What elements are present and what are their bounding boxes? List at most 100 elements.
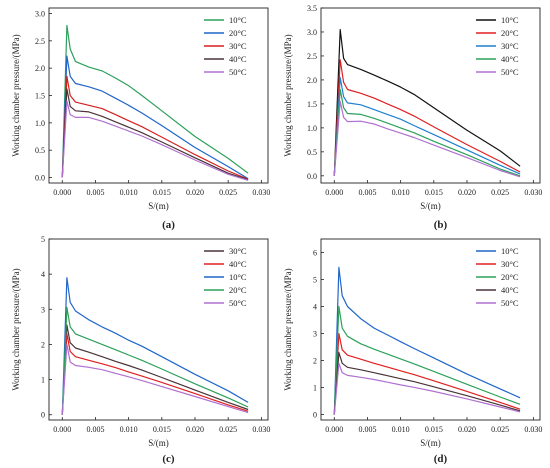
x-tick-label: 0.005 — [86, 188, 104, 197]
series-line-2 — [61, 55, 249, 180]
plot-frame — [48, 238, 269, 421]
series-line-2 — [333, 333, 521, 415]
y-tick-label: 3.5 — [307, 4, 317, 13]
x-tick-label: 0.015 — [153, 425, 171, 434]
y-tick-label: 2 — [41, 340, 45, 349]
x-tick-label: 0.030 — [524, 425, 542, 434]
x-tick-label: 0.015 — [425, 188, 443, 197]
series-line-5 — [333, 100, 521, 178]
series-line-3 — [61, 75, 249, 180]
legend-label: 30°C — [229, 246, 247, 256]
y-tick-label: 3.0 — [35, 9, 45, 18]
chart-panel-4: 0.000 0.005 0.010 0.015 0.020 0.025 0.030 0 1 2 3 4… — [283, 238, 542, 465]
series-line-4 — [333, 88, 521, 177]
series-line-3 — [333, 76, 521, 176]
x-tick-label: 0.000 — [53, 188, 71, 197]
y-tick-label: 1 — [41, 376, 45, 385]
series-line-2 — [333, 59, 521, 176]
y-tick-label: 0 — [41, 411, 45, 420]
x-tick-label: 0.020 — [458, 188, 476, 197]
series-line-2 — [61, 333, 249, 415]
x-tick-label: 0.000 — [325, 425, 343, 434]
y-tick-label: 4 — [41, 270, 45, 279]
y-tick-label: 1.0 — [307, 124, 317, 133]
x-tick-label: 0.025 — [491, 425, 509, 434]
x-tick-label: 0.025 — [219, 425, 237, 434]
y-tick-label: 1.5 — [307, 100, 317, 109]
legend-label: 30°C — [501, 41, 519, 51]
legend-label: 30°C — [229, 41, 247, 51]
y-tick-label: 0.5 — [35, 146, 45, 155]
legend-label: 40°C — [501, 54, 519, 64]
chart-panel-3: 0.000 0.005 0.010 0.015 0.020 0.025 0.030 0 1 2 3 4… — [11, 235, 270, 465]
y-tick-label: 5 — [313, 276, 317, 285]
y-tick-label: 0 — [313, 411, 317, 420]
x-axis-label: S/(m) — [148, 438, 169, 448]
x-axis-label: S/(m) — [148, 201, 169, 211]
legend-label: 10°C — [501, 246, 519, 256]
y-tick-label: 2.0 — [307, 76, 317, 85]
x-axis-label: S/(m) — [420, 201, 441, 211]
series-line-3 — [61, 277, 249, 415]
legend-label: 20°C — [501, 28, 519, 38]
series-line-1 — [333, 266, 521, 415]
y-tick-label: 2.5 — [307, 52, 317, 61]
plot-frame — [320, 238, 541, 421]
legend-label: 50°C — [501, 67, 519, 77]
x-tick-label: 0.020 — [186, 188, 204, 197]
x-tick-label: 0.000 — [325, 188, 343, 197]
plot-frame — [320, 7, 541, 184]
series-line-1 — [333, 29, 521, 176]
x-tick-label: 0.005 — [358, 188, 376, 197]
y-tick-label: 3 — [313, 330, 317, 339]
y-tick-label: 0.5 — [307, 148, 317, 157]
legend-label: 40°C — [229, 54, 247, 64]
y-axis-label: Working chamber pressure/(MPa) — [283, 268, 293, 390]
series-line-3 — [333, 305, 521, 415]
y-tick-label: 0.0 — [35, 174, 45, 183]
x-tick-label: 0.030 — [524, 188, 542, 197]
y-tick-label: 2.5 — [35, 37, 45, 46]
x-tick-label: 0.015 — [153, 188, 171, 197]
x-tick-label: 0.005 — [86, 425, 104, 434]
x-tick-label: 0.020 — [186, 425, 204, 434]
legend-label: 50°C — [501, 298, 519, 308]
y-axis-label: Working chamber pressure/(MPa) — [11, 268, 21, 390]
legend-label: 50°C — [229, 67, 247, 77]
x-tick-label: 0.030 — [252, 188, 270, 197]
y-tick-label: 1 — [313, 384, 317, 393]
legend-label: 10°C — [501, 15, 519, 25]
x-tick-label: 0.025 — [219, 188, 237, 197]
series-line-1 — [61, 324, 249, 415]
y-axis-label: Working chamber pressure/(MPa) — [11, 34, 21, 156]
x-tick-label: 0.010 — [392, 188, 410, 197]
y-tick-label: 3.0 — [307, 28, 317, 37]
panel-label: (a) — [162, 219, 175, 231]
x-tick-label: 0.000 — [53, 425, 71, 434]
legend-label: 20°C — [229, 285, 247, 295]
legend-label: 20°C — [501, 272, 519, 282]
x-tick-label: 0.010 — [120, 425, 138, 434]
panel-label: (d) — [434, 453, 448, 465]
y-tick-label: 5 — [41, 235, 45, 244]
y-axis-label: Working chamber pressure/(MPa) — [283, 34, 293, 156]
legend-label: 40°C — [229, 259, 247, 269]
series-line-4 — [61, 88, 249, 181]
legend-label: 30°C — [501, 259, 519, 269]
x-tick-label: 0.010 — [392, 425, 410, 434]
legend-label: 20°C — [229, 28, 247, 38]
x-tick-label: 0.005 — [358, 425, 376, 434]
y-tick-label: 0.0 — [307, 172, 317, 181]
panel-label: (c) — [162, 453, 175, 465]
y-tick-label: 2 — [313, 357, 317, 366]
x-tick-label: 0.010 — [120, 188, 138, 197]
legend-label: 10°C — [229, 272, 247, 282]
series-line-5 — [333, 362, 521, 415]
legend-label: 40°C — [501, 285, 519, 295]
x-tick-label: 0.020 — [458, 425, 476, 434]
x-tick-label: 0.030 — [252, 425, 270, 434]
y-tick-label: 2.0 — [35, 64, 45, 73]
y-tick-label: 4 — [313, 303, 317, 312]
x-tick-label: 0.015 — [425, 425, 443, 434]
